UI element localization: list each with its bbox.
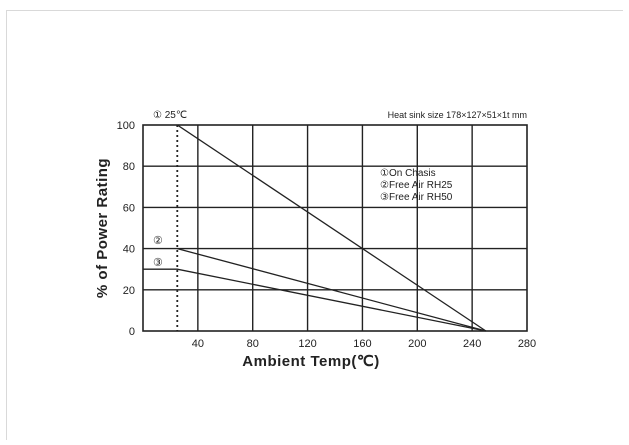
plot-border (142, 124, 528, 332)
grid (142, 124, 528, 332)
series-line (143, 268, 487, 332)
x-tick-label: 200 (408, 338, 426, 350)
legend-entry: ①On Chasis (380, 168, 436, 179)
x-tick-label: 280 (518, 338, 536, 350)
legend-entry: ③Free Air RH50 (380, 192, 453, 203)
x-tick-label: 240 (463, 338, 481, 350)
y-tick-label: 80 (123, 161, 135, 173)
y-tick-label: 0 (129, 326, 135, 338)
series-marker: ③ (153, 257, 163, 269)
series-line (176, 124, 487, 332)
series-line (177, 247, 487, 332)
y-tick-label: 40 (123, 244, 135, 256)
y-tick-label: 100 (117, 120, 135, 132)
legend: ①On Chasis ②Free Air RH25 ③Free Air RH50 (380, 168, 453, 203)
heat-sink-note: Heat sink size 178×127×51×1t mm (388, 110, 527, 120)
y-tick-label: 60 (123, 202, 135, 214)
reference-label: ① 25℃ (153, 110, 187, 121)
y-axis-label: % of Power Rating (94, 158, 111, 298)
legend-entry: ②Free Air RH25 (380, 180, 453, 191)
series-lines (143, 124, 487, 332)
x-tick-label: 120 (298, 338, 316, 350)
tick-labels: 40 80 120 160 200 240 280 0 20 40 60 80 100 (117, 120, 537, 350)
series-marker: ② (153, 235, 163, 247)
x-tick-label: 80 (247, 338, 259, 350)
y-tick-label: 20 (123, 285, 135, 297)
x-axis-label: Ambient Temp(℃) (242, 353, 379, 370)
frame-left-line (6, 10, 7, 440)
frame-top-line (6, 10, 623, 11)
x-tick-label: 160 (353, 338, 371, 350)
x-tick-label: 40 (192, 338, 204, 350)
